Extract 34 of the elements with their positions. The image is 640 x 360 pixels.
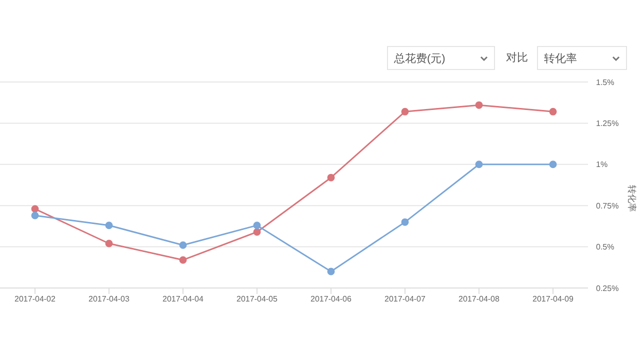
x-tick-label: 2017-04-08 — [458, 294, 500, 304]
point — [253, 228, 261, 236]
point — [549, 160, 557, 168]
x-tick-label: 2017-04-04 — [162, 294, 204, 304]
y-tick-label: 0.25% — [596, 284, 619, 293]
point — [179, 241, 187, 249]
point — [105, 240, 113, 248]
y-tick-label: 0.5% — [596, 242, 614, 252]
point — [475, 101, 483, 109]
text: 对比 — [506, 51, 528, 65]
x-tick-label: 2017-04-02 — [14, 294, 56, 304]
point — [31, 205, 39, 213]
x-tick-label: 2017-04-05 — [236, 294, 278, 304]
point — [253, 222, 261, 230]
y-axis-title: 转化率 — [626, 185, 637, 212]
point — [475, 160, 483, 168]
point — [105, 222, 113, 230]
y-tick-label: 0.75% — [596, 201, 619, 210]
y-tick-label: 1.5% — [596, 78, 614, 87]
y-tick-label: 1.25% — [596, 119, 619, 128]
point — [31, 212, 39, 220]
point — [179, 256, 187, 264]
x-tick-label: 2017-04-07 — [384, 294, 426, 304]
point — [549, 108, 557, 116]
x-tick-label: 2017-04-09 — [532, 294, 574, 304]
point — [401, 108, 409, 116]
dropdown-field: 总花费(元) — [387, 46, 495, 70]
point — [327, 268, 335, 276]
dropdown-field: 转化率 — [537, 46, 627, 70]
point — [327, 174, 335, 182]
y-tick-label: 1% — [596, 160, 608, 170]
x-tick-label: 2017-04-03 — [88, 294, 130, 304]
point — [401, 218, 409, 226]
x-tick-label: 2017-04-06 — [310, 294, 352, 304]
